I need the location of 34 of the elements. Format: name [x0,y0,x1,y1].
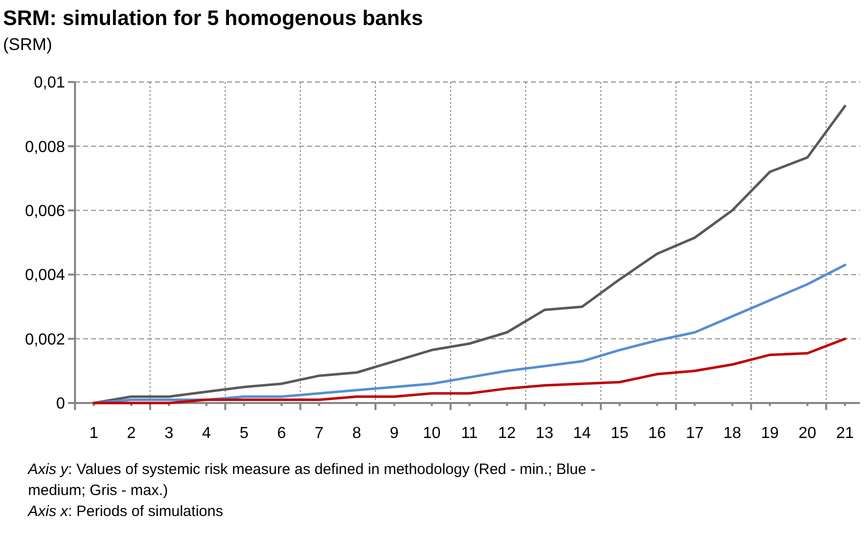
x-tick-label: 1 [89,425,98,442]
x-tick-label: 6 [277,425,286,442]
x-tick-label: 12 [498,425,516,442]
x-tick-label: 4 [202,425,212,442]
line-series [92,338,846,404]
y-tick-label: 0,008 [24,138,66,156]
y-tick-label: 0,004 [24,267,66,284]
x-tick-label: 9 [390,425,399,442]
x-tick-label: 3 [164,425,174,442]
text: Axis y: Values of systemic risk measure as defined in methodology (Red - min.; Blue - medium; Gris - max.) [27,461,596,499]
x-tick-label: 2 [126,425,136,442]
x-tick-label: 8 [352,425,362,442]
y-tick-label: 0 [56,396,66,413]
x-tick-label: 5 [240,425,249,442]
x-tick-label: 15 [610,425,629,442]
y-axis-title: (SRM) [3,35,52,54]
y-tick-label: 0,002 [24,331,66,348]
x-tick-label: 19 [760,425,779,442]
y-tick-label: 0,01 [34,74,66,92]
line-series [92,264,846,404]
x-tick-label: 11 [461,425,478,442]
x-tick-label: 14 [573,425,592,442]
x-tick-label: 13 [536,425,554,442]
chart-title: SRM: simulation for 5 homogenous banks [3,7,424,30]
line-series [92,104,846,404]
x-tick-label: 10 [422,425,441,442]
x-tick-label: 20 [798,425,816,442]
text: Axis x: Periods of simulations [27,503,224,520]
x-tick-label: 17 [686,425,704,442]
x-tick-label: 16 [648,425,666,442]
x-tick-label: 21 [836,425,854,442]
x-tick-label: 7 [314,425,324,442]
y-tick-label: 0,006 [24,203,66,220]
x-tick-label: 18 [723,425,742,442]
